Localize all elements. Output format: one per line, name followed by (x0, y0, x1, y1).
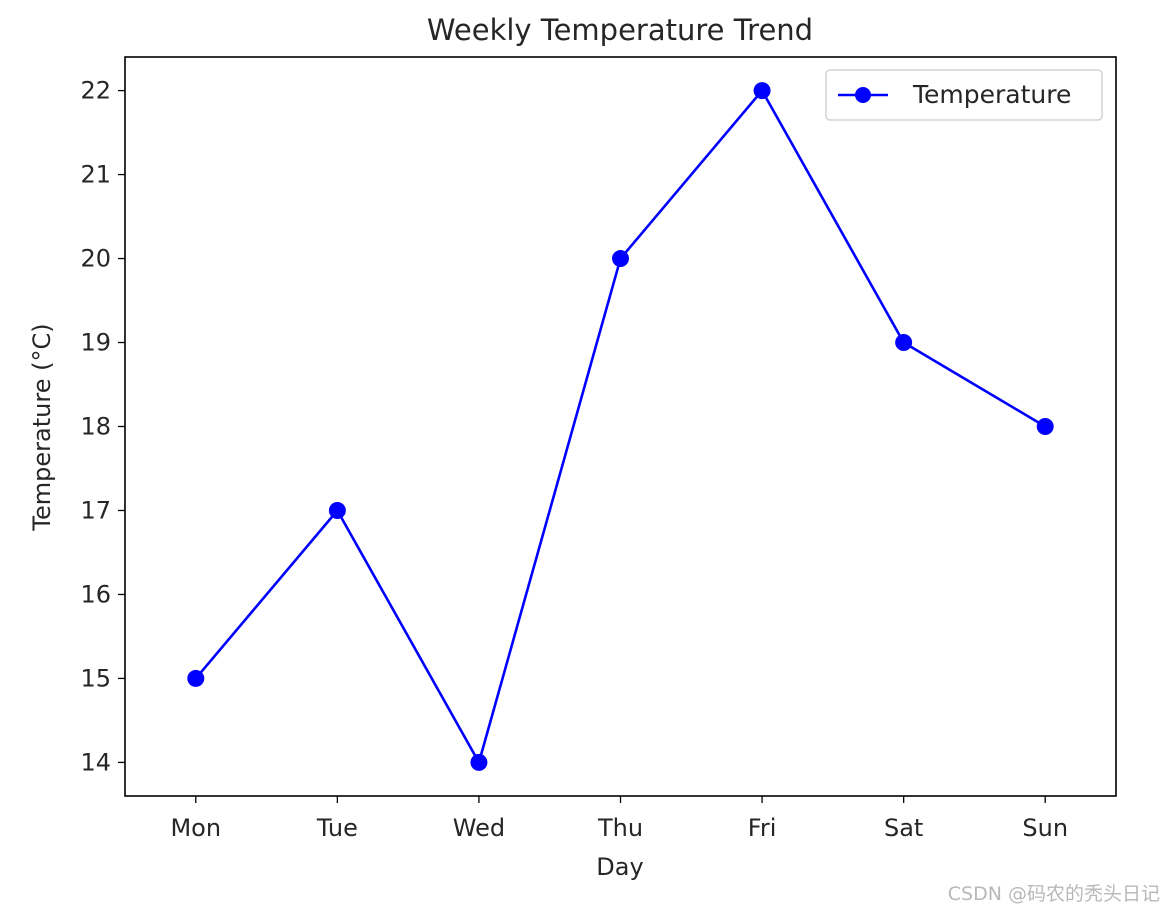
x-tick-label: Tue (316, 814, 358, 842)
legend-marker-swatch (855, 87, 871, 103)
y-tick-label: 21 (80, 161, 111, 189)
y-axis: 14 15 16 17 18 19 20 21 22 (80, 77, 125, 776)
x-tick-label: Wed (453, 814, 505, 842)
legend: Temperature (825, 69, 1103, 121)
y-tick-label: 18 (80, 413, 111, 441)
y-tick-label: 17 (80, 496, 111, 524)
legend-label-temperature: Temperature (912, 80, 1071, 109)
series-line (194, 89, 1046, 764)
data-point (895, 334, 913, 352)
data-point (612, 250, 629, 268)
x-tick-label: Thu (597, 814, 643, 842)
y-tick-label: 19 (80, 329, 111, 357)
y-tick-label: 16 (80, 580, 111, 608)
watermark-text: CSDN @码农的秃头日记 (948, 883, 1160, 905)
plot-frame (124, 56, 1117, 797)
x-tick-label: Sat (884, 814, 923, 842)
data-point (470, 753, 488, 771)
y-tick-label: 14 (80, 748, 111, 776)
legend-box (825, 69, 1103, 121)
x-axis: Mon Tue Wed Thu Fri Sat Sun (170, 796, 1068, 842)
x-tick-label: Fri (748, 814, 777, 842)
data-point (187, 669, 205, 687)
series-layer (187, 82, 1054, 771)
x-tick-label: Sun (1022, 814, 1068, 842)
y-tick-label: 20 (80, 245, 111, 273)
chart-title: Weekly Temperature Trend (427, 13, 813, 47)
data-point (753, 82, 771, 100)
x-tick-label: Mon (170, 814, 221, 842)
y-tick-label: 22 (80, 77, 111, 105)
y-tick-label: 15 (80, 664, 111, 692)
data-point (1036, 418, 1054, 435)
x-axis-title: Day (596, 853, 643, 881)
data-point (328, 501, 346, 519)
y-axis-title: Temperature (°C) (28, 323, 56, 531)
